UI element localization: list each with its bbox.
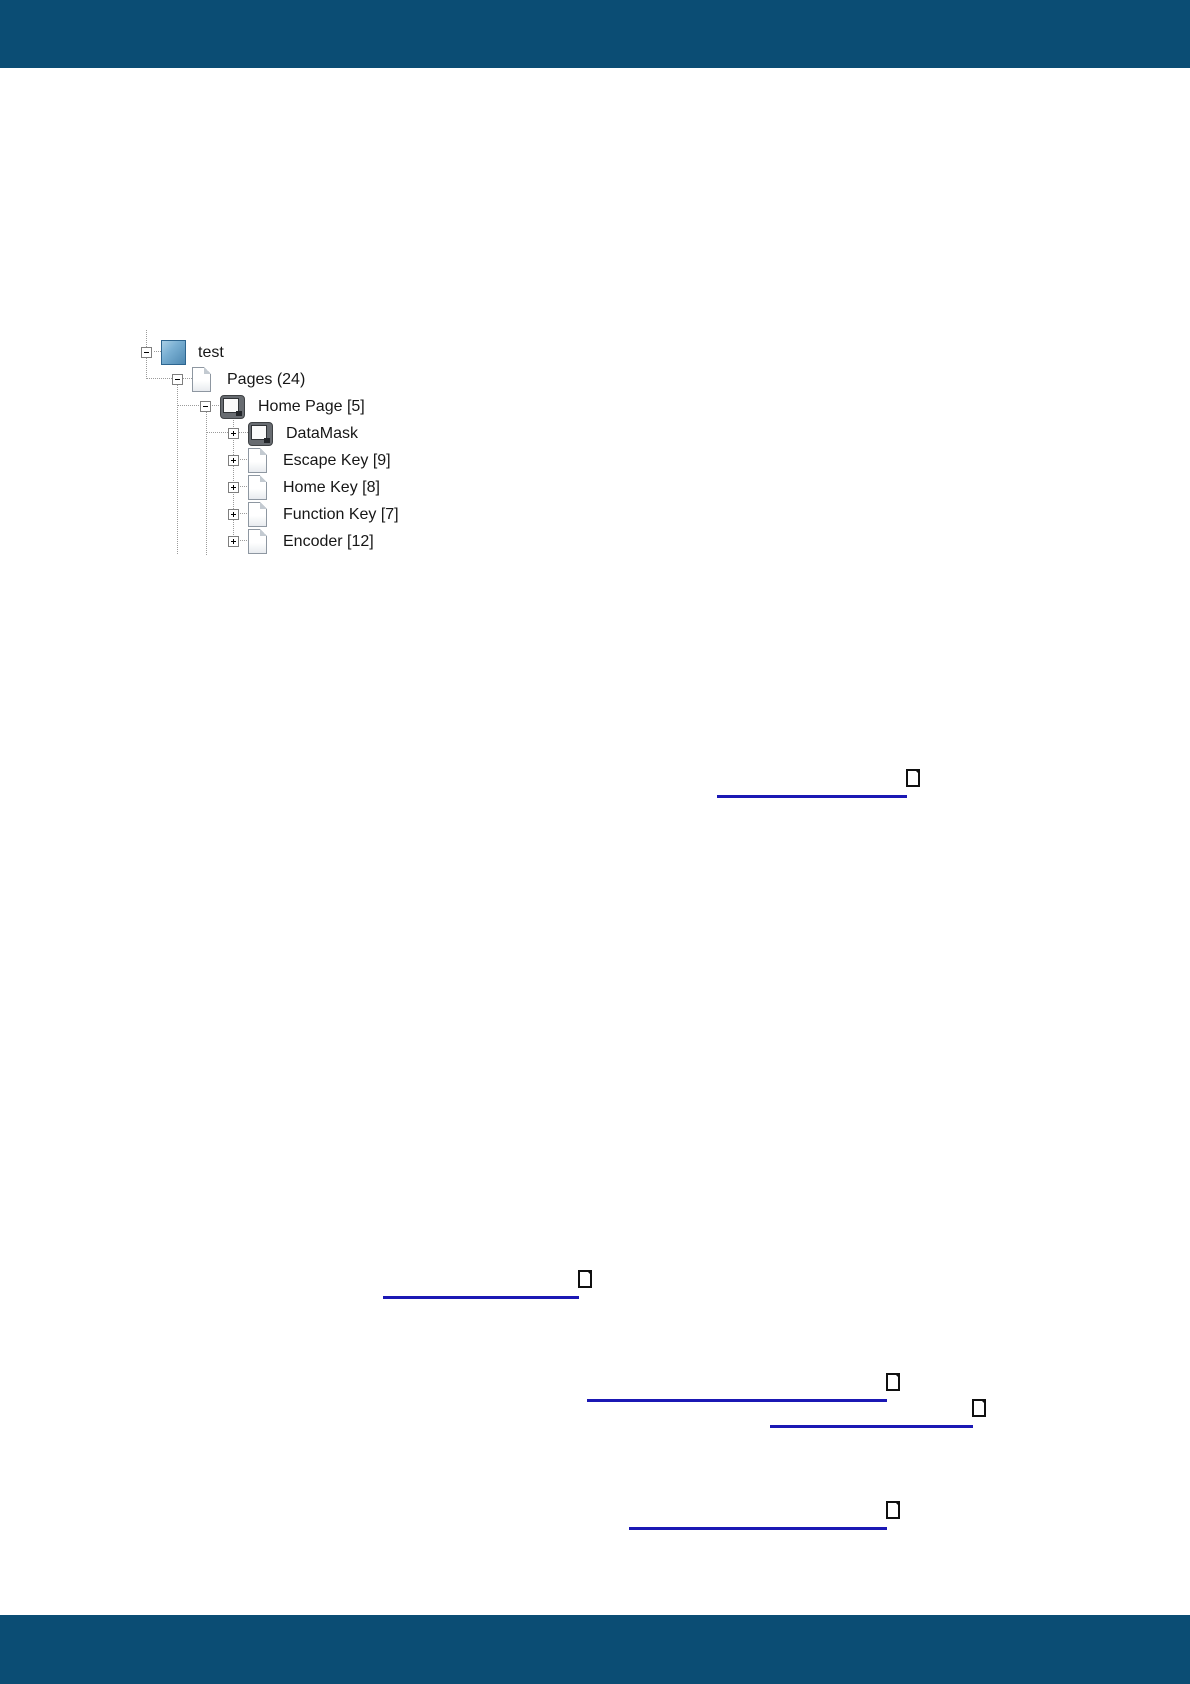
- hyperlink[interactable]: [629, 1501, 900, 1530]
- tree-row[interactable]: Function Key [7]: [228, 501, 399, 528]
- tree-item-label: DataMask: [286, 424, 359, 442]
- page-icon: [192, 367, 211, 392]
- tree-guide-line: [154, 351, 162, 352]
- page-icon: [248, 448, 267, 473]
- document-icon: [972, 1399, 986, 1417]
- hyperlink[interactable]: [717, 769, 920, 798]
- footer-bar: [0, 1615, 1190, 1684]
- expander-minus-icon[interactable]: [172, 374, 183, 385]
- document-icon: [578, 1270, 592, 1288]
- tree-guide-line: [234, 540, 248, 541]
- tree-row[interactable]: Home Page [5]: [200, 393, 365, 420]
- tree-guide-line: [207, 432, 248, 433]
- tree-guide-line: [234, 459, 248, 460]
- tree-guide-line: [177, 385, 178, 555]
- tree-guide-line: [234, 513, 248, 514]
- document-icon: [886, 1501, 900, 1519]
- tree-item-label: Home Key [8]: [283, 478, 380, 496]
- screen-icon: [248, 421, 273, 446]
- tree-row[interactable]: test: [141, 339, 224, 366]
- tree-guide-line: [234, 486, 248, 487]
- expander-minus-icon[interactable]: [200, 401, 211, 412]
- document-icon: [886, 1373, 900, 1391]
- tree-item-label: Function Key [7]: [283, 505, 399, 523]
- expander-minus-icon[interactable]: [141, 347, 152, 358]
- tree-row[interactable]: DataMask: [228, 420, 358, 447]
- hyperlink[interactable]: [383, 1270, 592, 1299]
- expander-plus-icon[interactable]: [228, 428, 239, 439]
- expander-plus-icon[interactable]: [228, 482, 239, 493]
- tree-guide-line: [206, 412, 207, 555]
- tree-row[interactable]: Escape Key [9]: [228, 447, 391, 474]
- page-icon: [248, 502, 267, 527]
- page-icon: [248, 475, 267, 500]
- hyperlink[interactable]: [770, 1399, 986, 1428]
- tree-row[interactable]: Pages (24): [172, 366, 305, 393]
- tree-guide-line: [233, 414, 234, 541]
- expander-plus-icon[interactable]: [228, 509, 239, 520]
- project-icon: [161, 340, 186, 365]
- expander-plus-icon[interactable]: [228, 536, 239, 547]
- header-bar: [0, 0, 1190, 68]
- tree-item-label: Escape Key [9]: [283, 451, 391, 469]
- tree-guide-line: [178, 405, 221, 406]
- tree-guide-line: [147, 378, 192, 379]
- tree-item-label: Pages (24): [227, 370, 306, 388]
- page-icon: [248, 529, 267, 554]
- tree-row[interactable]: Encoder [12]: [228, 528, 374, 555]
- screen-icon: [220, 394, 245, 419]
- document-icon: [906, 769, 920, 787]
- tree-item-label: test: [198, 343, 224, 361]
- expander-plus-icon[interactable]: [228, 455, 239, 466]
- tree-row[interactable]: Home Key [8]: [228, 474, 380, 501]
- tree-item-label: Encoder [12]: [283, 532, 374, 550]
- tree-item-label: Home Page [5]: [258, 397, 365, 415]
- hyperlink[interactable]: [587, 1373, 900, 1402]
